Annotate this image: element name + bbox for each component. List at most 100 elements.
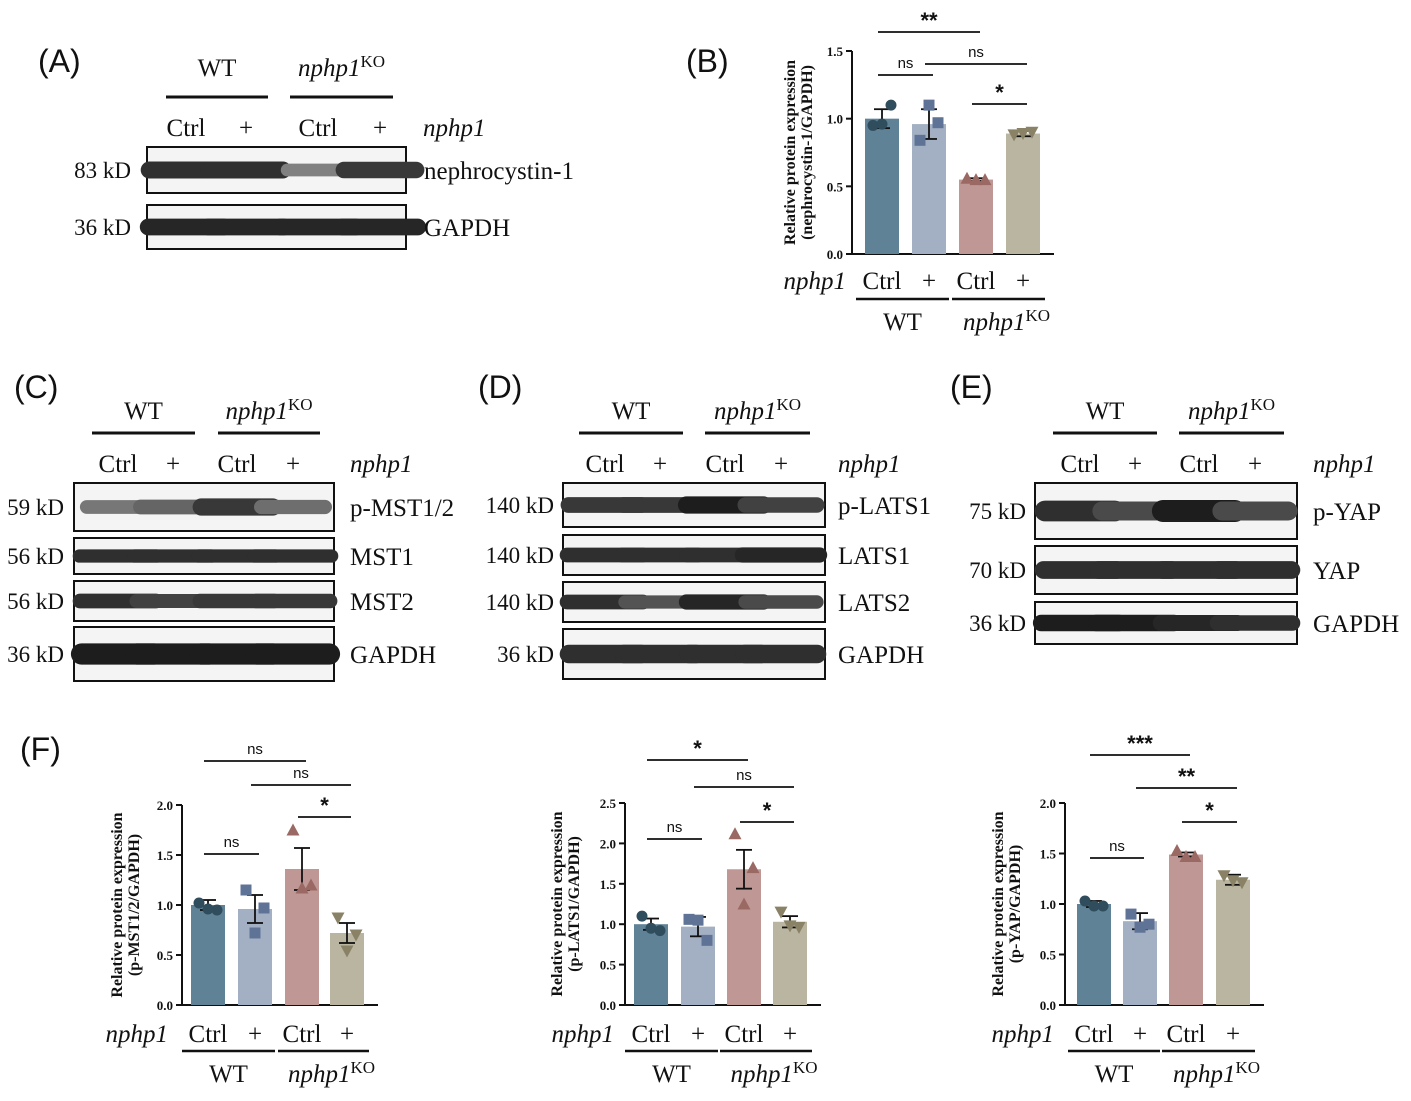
significance-bracket: ns xyxy=(878,55,933,76)
significance-label: * xyxy=(1205,798,1214,823)
y-axis-title-line-2: (nephrocystin-1/GAPDH) xyxy=(799,65,816,240)
lane-label: + xyxy=(166,451,180,478)
data-point xyxy=(792,921,806,934)
molecular-weight-label: 59 kD xyxy=(7,495,64,520)
lane-label: Ctrl xyxy=(99,451,138,478)
significance-bracket: ns xyxy=(925,44,1027,65)
significance-label: ns xyxy=(1109,838,1125,855)
blot-strip: 36 kD GAPDH xyxy=(7,626,436,682)
molecular-weight-label: 36 kD xyxy=(74,215,131,240)
lane-label: Ctrl xyxy=(299,115,338,142)
protein-label: LATS1 xyxy=(838,543,910,570)
group-label-ko: nphp1KO xyxy=(714,395,801,425)
protein-band xyxy=(734,547,828,563)
protein-band xyxy=(1212,501,1298,521)
bar-group xyxy=(285,823,319,1005)
y-axis-title-line-1: Relative protein expression xyxy=(549,811,566,996)
category-label: Ctrl xyxy=(863,268,902,295)
molecular-weight-label: 140 kD xyxy=(486,543,554,568)
category-label: + xyxy=(1226,1021,1240,1048)
y-tick-label: 0.5 xyxy=(157,948,174,963)
significance-label: ns xyxy=(293,765,309,782)
significance-label: *** xyxy=(1127,731,1153,756)
blot-strip: 56 kD MST1 xyxy=(7,537,414,575)
y-tick-label: 0.5 xyxy=(600,958,617,973)
protein-band xyxy=(333,218,427,236)
y-tick-label: 2.0 xyxy=(1040,796,1056,811)
bar xyxy=(330,933,364,1005)
y-tick-label: 1.0 xyxy=(827,112,843,127)
y-tick-label: 0.0 xyxy=(827,247,843,262)
significance-label: * xyxy=(995,80,1004,105)
data-point xyxy=(728,827,742,840)
y-tick-label: 1.0 xyxy=(1040,897,1056,912)
significance-label: ns xyxy=(224,834,240,851)
condition-label: nphp1 xyxy=(784,268,847,295)
significance-label: ns xyxy=(898,55,914,72)
significance-bracket: * xyxy=(298,793,351,818)
group-label-wt: WT xyxy=(198,55,237,82)
significance-bracket: * xyxy=(1182,798,1237,823)
bar xyxy=(634,924,668,1005)
bar xyxy=(1216,879,1250,1005)
protein-label: p-YAP xyxy=(1313,499,1381,526)
blot-strip: 36 kD GAPDH xyxy=(969,601,1399,645)
category-label: + xyxy=(783,1021,797,1048)
category-label: + xyxy=(922,268,936,295)
protein-band xyxy=(1209,615,1301,631)
blot-strip: 140 kD LATS1 xyxy=(486,534,910,576)
y-tick-label: 0.0 xyxy=(600,998,616,1013)
blot-panel-0: (A) WT Ctrl + Ctrl + nphp1 83 kD nephrocystin-1 3… xyxy=(38,43,574,250)
lane-label: Ctrl xyxy=(1061,451,1100,478)
data-point xyxy=(202,903,214,915)
category-label: Ctrl xyxy=(957,268,996,295)
blot-strip: 36 kD GAPDH xyxy=(497,628,924,680)
category-label: + xyxy=(248,1021,262,1048)
bar xyxy=(773,921,807,1005)
blot-panel-2: (D) WT Ctrl + Ctrl + nphp1 140 kD p-LATS1 140 kD L… xyxy=(478,369,931,680)
bar xyxy=(1169,854,1203,1005)
bar-group xyxy=(1123,908,1157,1005)
group-label-ko-superscript: KO xyxy=(1250,395,1275,414)
bar-chart-2: 0.0 0.5 1.0 1.5 2.0 2.5 Relative protein expre… xyxy=(549,736,821,1088)
bar xyxy=(1006,133,1040,254)
y-tick-label: 1.0 xyxy=(157,898,173,913)
significance-bracket: * xyxy=(740,798,794,823)
blot-strip: 59 kD p-MST1/2 xyxy=(7,482,454,532)
y-tick-label: 0.5 xyxy=(827,179,844,194)
protein-label: LATS2 xyxy=(838,590,910,617)
group-label-ko-gene: nphp1 xyxy=(225,398,288,425)
data-point xyxy=(932,117,944,129)
bar-group xyxy=(1006,126,1040,254)
data-point xyxy=(286,823,300,836)
data-point xyxy=(876,118,888,130)
significance-bracket: ** xyxy=(1136,764,1237,789)
blot-panel-3: (E) WT Ctrl + Ctrl + nphp1 75 kD p-YAP 70 kD YAP 36… xyxy=(950,369,1399,645)
blot-panel-1: (C) WT Ctrl + Ctrl + nphp1 59 kD p-MST1/2 56 kD MS… xyxy=(7,369,454,682)
group-label-wt: WT xyxy=(612,398,651,425)
bar-group xyxy=(238,884,272,1005)
group-label-ko-gene: nphp1 xyxy=(963,309,1026,336)
data-point xyxy=(1025,126,1039,139)
data-point xyxy=(1016,128,1030,141)
panel-letter: (A) xyxy=(38,43,81,79)
group-label-ko: nphp1KO xyxy=(1173,1058,1260,1088)
significance-label: ns xyxy=(247,741,263,758)
significance-bracket: ns xyxy=(204,834,259,855)
blot-strip: 140 kD LATS2 xyxy=(486,581,910,623)
group-label-ko-superscript: KO xyxy=(350,1058,375,1077)
protein-label: p-LATS1 xyxy=(838,493,931,520)
bar-group xyxy=(1216,870,1250,1005)
bar-group xyxy=(634,910,668,1005)
protein-band xyxy=(737,497,825,513)
bar-group xyxy=(1077,895,1111,1005)
category-label: Ctrl xyxy=(1075,1021,1114,1048)
significance-bracket: *** xyxy=(1090,731,1190,756)
category-label: Ctrl xyxy=(1167,1021,1206,1048)
bar-chart-1: (F) 0.0 0.5 1.0 1.5 2.0 Relative protein expre… xyxy=(20,731,378,1088)
data-point xyxy=(193,897,205,909)
lane-label: + xyxy=(653,451,667,478)
data-point xyxy=(1179,850,1193,863)
y-tick-label: 2.0 xyxy=(600,836,616,851)
protein-band xyxy=(254,499,332,515)
